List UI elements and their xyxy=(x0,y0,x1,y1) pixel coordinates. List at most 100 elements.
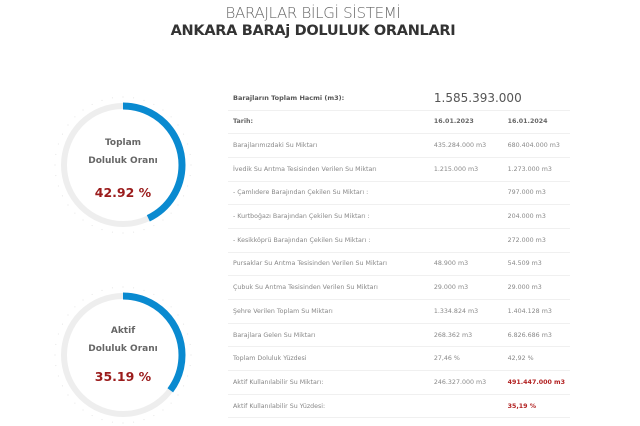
gauge-tick xyxy=(57,333,59,335)
row-label: Şehre Verilen Toplam Su Miktarı xyxy=(228,299,429,324)
total-fill-gauge: Toplam Doluluk Oranı 42.92 % xyxy=(53,95,193,235)
gauge-tick xyxy=(74,116,76,118)
value-2024: 204.000 m3 xyxy=(502,204,570,229)
table-row: Çubuk Su Arıtma Tesisinden Verilen Su Mi… xyxy=(228,275,570,300)
gauge-tick xyxy=(177,204,179,206)
gauge-tick xyxy=(57,185,59,187)
value-2023 xyxy=(428,394,503,419)
gauge-tick xyxy=(162,109,164,111)
gauge-tick xyxy=(101,289,103,291)
gauge-tick xyxy=(143,229,145,231)
gauge-ring xyxy=(54,286,192,424)
gauge-tick xyxy=(91,415,93,417)
table-row: Şehre Verilen Toplam Su Miktarı 1.334.824… xyxy=(228,299,570,324)
gauge-label-line2: Doluluk Oranı xyxy=(88,344,158,354)
gauge-label-line2: Doluluk Oranı xyxy=(88,156,158,166)
value-2024: 1.273.000 m3 xyxy=(502,157,570,182)
gauge-tick xyxy=(133,231,135,233)
page-subtitle: ANKARA BARAj DOLULUK ORANLARI xyxy=(170,23,456,39)
table-row: Aktif Kullanılabilir Su Yüzdesi: 35,19 % xyxy=(228,394,570,419)
value-2024: 1.404.128 m3 xyxy=(502,299,570,324)
value-2023: 1.215.000 m3 xyxy=(428,157,503,182)
value-2023: 27,46 % xyxy=(428,346,503,372)
gauge-tick xyxy=(61,133,63,135)
gauge-tick xyxy=(189,153,191,155)
gauge-tick xyxy=(170,116,172,118)
gauge-tick xyxy=(153,225,155,227)
gauge-tick xyxy=(177,314,179,316)
gauge-tick xyxy=(74,212,76,214)
table-row: Barajlarımızdaki Su Miktarı 435.284.000 m… xyxy=(228,133,570,158)
gauge-value: 35.19 % xyxy=(94,369,152,384)
gauge-tick xyxy=(170,212,172,214)
gauge-tick xyxy=(82,409,84,411)
gauge-tick xyxy=(133,421,135,423)
gauge-tick xyxy=(162,219,164,221)
row-label: Barajlara Gelen Su Miktarı xyxy=(228,323,429,348)
gauge-tick xyxy=(111,287,113,289)
gauge-label-line1: Toplam xyxy=(104,138,142,148)
gauge-tick xyxy=(183,195,185,197)
gauge-tick xyxy=(153,293,155,295)
page-title: BARAJLAR BİLGİ SİSTEMİ xyxy=(225,4,401,22)
gauge-tick xyxy=(177,394,179,396)
gauge-tick xyxy=(183,385,185,387)
value-2024: 35,19 % xyxy=(502,394,570,419)
gauge-tick xyxy=(187,143,189,145)
value-2023: 48.900 m3 xyxy=(428,252,503,277)
table-row: Aktif Kullanılabilir Su Miktarı: 246.327.… xyxy=(228,370,570,395)
value-2024: 491.447.000 m3 xyxy=(502,370,570,395)
gauge-tick xyxy=(122,96,124,98)
row-label: - Kesikköprü Barajından Çekilen Su Mikta… xyxy=(228,228,429,253)
gauge-tick xyxy=(74,306,76,308)
gauge-tick xyxy=(189,365,191,367)
value-2024: 29.000 m3 xyxy=(502,275,570,300)
value-2023 xyxy=(428,181,503,206)
gauge-tick xyxy=(57,375,59,377)
date-2024: 16.01.2024 xyxy=(502,110,570,135)
date-row: Tarih: 16.01.2023 16.01.2024 xyxy=(228,110,570,135)
value-2023: 268.362 m3 xyxy=(428,323,503,348)
gauge-tick xyxy=(55,153,57,155)
gauge-tick xyxy=(190,354,192,356)
gauge-tick xyxy=(143,99,145,101)
gauge-tick xyxy=(122,286,124,288)
gauge-tick xyxy=(67,394,69,396)
value-2023: 29.000 m3 xyxy=(428,275,503,300)
gauge-tick xyxy=(61,195,63,197)
gauge-tick xyxy=(111,421,113,423)
gauge-tick xyxy=(111,231,113,233)
gauge-tick xyxy=(133,97,135,99)
row-label: Toplam Doluluk Yüzdesi xyxy=(228,346,429,372)
gauge-tick xyxy=(67,204,69,206)
gauge-tick xyxy=(162,299,164,301)
gauge-tick xyxy=(61,323,63,325)
value-2023 xyxy=(428,204,503,229)
date-2023: 16.01.2023 xyxy=(428,110,503,135)
gauge-tick xyxy=(82,219,84,221)
value-2024: 54.509 m3 xyxy=(502,252,570,277)
gauge-tick xyxy=(143,289,145,291)
table-row: - Çamlıdere Barajından Çekilen Su Miktar… xyxy=(228,181,570,206)
row-label: - Kurtboğazı Barajından Çekilen Su Mikta… xyxy=(228,204,429,229)
gauge-tick xyxy=(61,385,63,387)
gauge-tick xyxy=(122,422,124,424)
gauge-tick xyxy=(111,97,113,99)
row-label: Çubuk Su Arıtma Tesisinden Verilen Su Mi… xyxy=(228,275,429,300)
row-label: - Çamlıdere Barajından Çekilen Su Miktar… xyxy=(228,181,429,206)
gauge-label-line1: Aktif xyxy=(110,326,136,336)
value-2024: 6.826.686 m3 xyxy=(502,323,570,348)
gauge-tick xyxy=(55,365,57,367)
table-row: İvedik Su Arıtma Tesisinden Verilen Su M… xyxy=(228,157,570,182)
value-2023: 1.334.824 m3 xyxy=(428,299,503,324)
table-row: Barajlara Gelen Su Miktarı 268.362 m3 6.82… xyxy=(228,323,570,348)
gauge-tick xyxy=(67,124,69,126)
gauge-tick xyxy=(57,143,59,145)
gauge-tick xyxy=(143,419,145,421)
total-volume-label: Barajların Toplam Hacmi (m3): xyxy=(228,86,429,111)
total-volume-value: 1.585.393.000 xyxy=(428,86,570,111)
gauge-tick xyxy=(54,354,56,356)
gauge-tick xyxy=(91,293,93,295)
gauge-tick xyxy=(101,99,103,101)
value-2024: 680.404.000 m3 xyxy=(502,133,570,158)
